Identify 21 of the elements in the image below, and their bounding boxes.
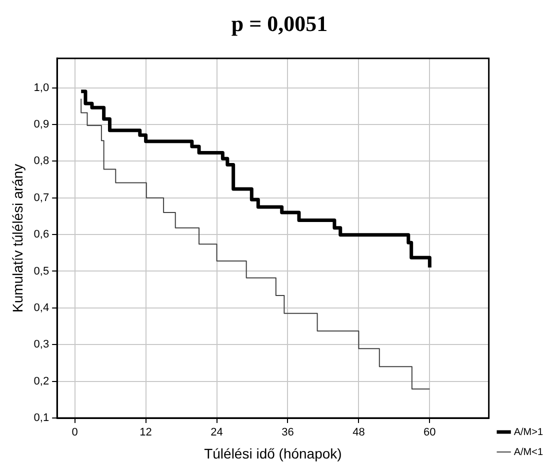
y-tick-label: 0,9: [34, 118, 50, 130]
y-tick-label: 0,2: [34, 375, 50, 388]
x-axis-title: Túlélési idő (hónapok): [204, 445, 342, 462]
legend-label: A/M<1: [514, 446, 544, 458]
y-tick-label: 0,4: [34, 302, 50, 314]
x-tick-label: 0: [72, 426, 78, 439]
x-tick-label: 60: [424, 426, 436, 439]
y-tick-label: 0,1: [34, 412, 50, 424]
legend-label: A/M>1: [514, 426, 544, 438]
x-tick-label: 24: [210, 426, 223, 439]
y-tick-label: 0,3: [34, 338, 50, 351]
y-tick-label: 1,0: [34, 82, 50, 94]
y-tick-label: 0,8: [34, 155, 50, 168]
x-tick-label: 48: [352, 426, 365, 439]
y-tick-label: 0,7: [34, 192, 50, 204]
x-tick-label: 36: [282, 426, 294, 439]
y-tick-label: 0,6: [34, 228, 50, 241]
x-tick-label: 12: [140, 426, 152, 439]
y-tick-label: 0,5: [34, 265, 50, 278]
chart-title: p = 0,0051: [231, 10, 328, 36]
y-axis-title: Kumulatív túlélési arány: [9, 164, 26, 313]
